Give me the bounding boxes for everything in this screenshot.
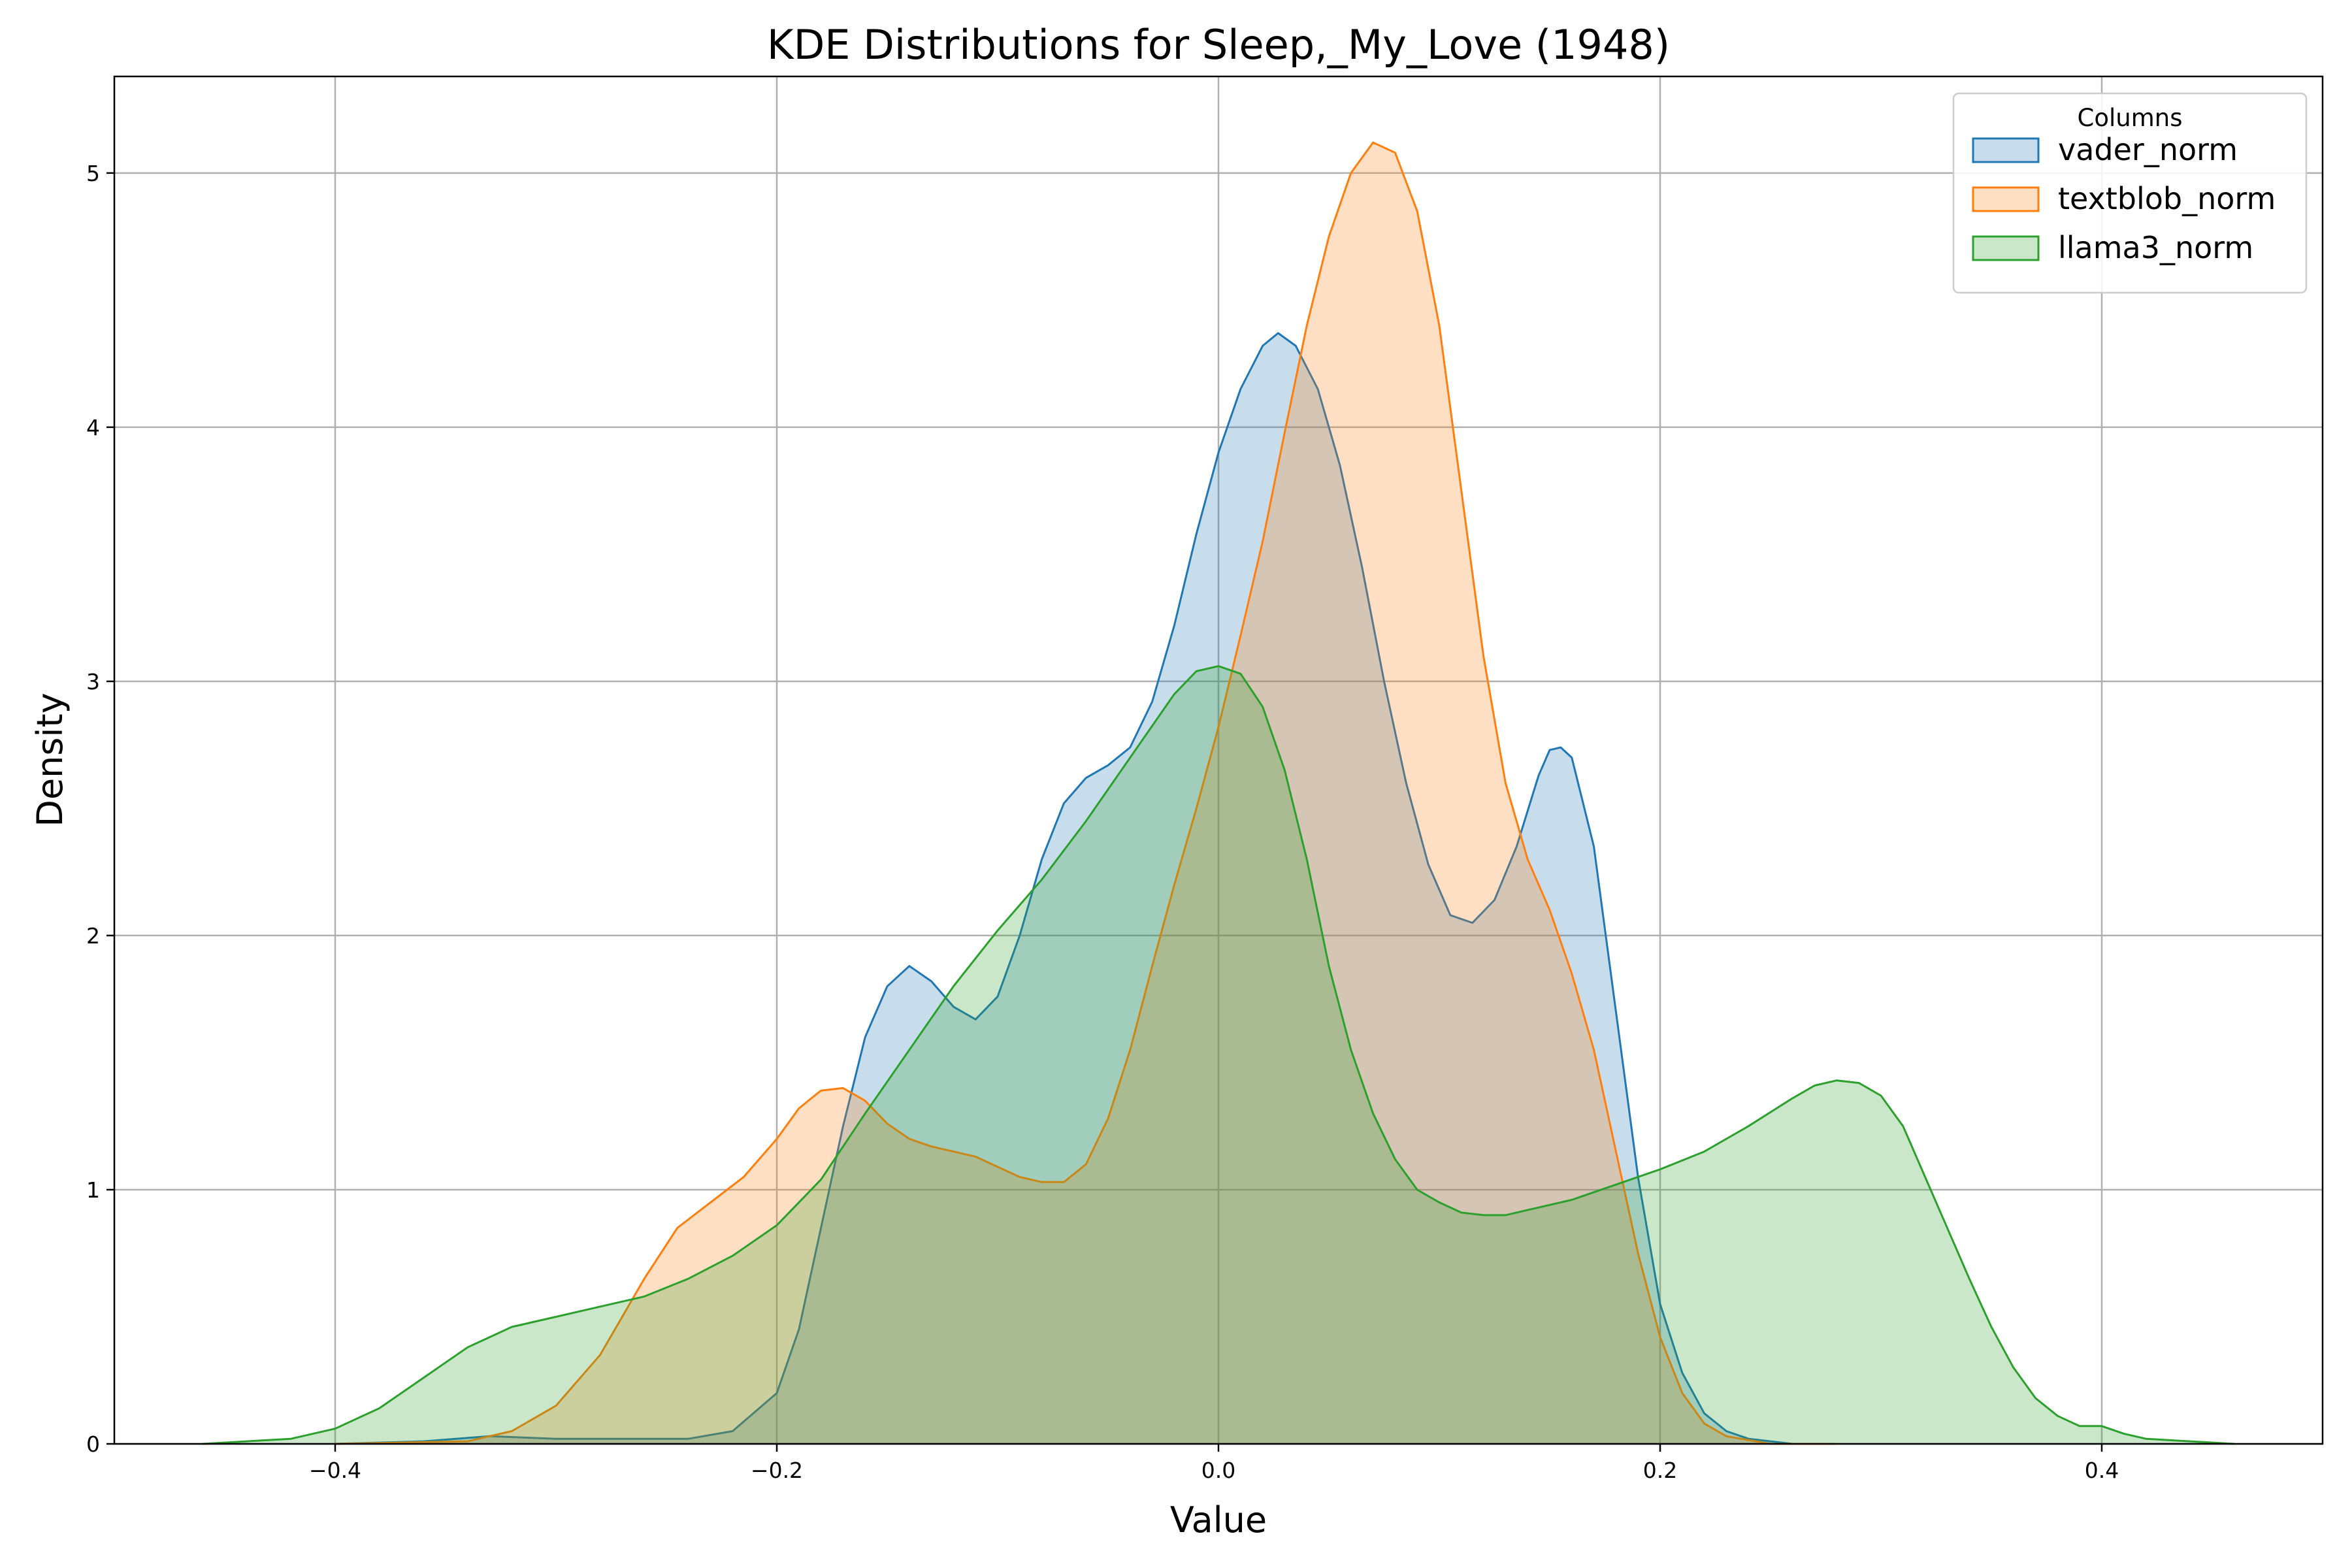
x-tick-label: 0.2: [1643, 1458, 1677, 1483]
legend-swatch-vader-norm: [1972, 137, 2040, 163]
x-axis-label: Value: [1170, 1499, 1267, 1541]
axis-ticks: −0.4 −0.2 0.0 0.2 0.4 0 1 2 3 4 5: [86, 161, 2119, 1483]
legend: Columns vader_norm textblob_norm llama3_no…: [1952, 92, 2308, 294]
x-tick-label: 0.0: [1201, 1458, 1235, 1483]
textblob-norm-area: [335, 142, 1837, 1445]
y-tick-label: 2: [86, 923, 100, 949]
y-tick-label: 4: [86, 415, 100, 440]
textblob-norm-line: [335, 141, 1837, 1445]
y-axis-label: Density: [29, 693, 71, 826]
legend-box: [1952, 92, 2308, 294]
chart-title: KDE Distributions for Sleep,_My_Love (19…: [767, 21, 1670, 69]
legend-label-textblob-norm: textblob_norm: [2058, 181, 2276, 216]
legend-items: vader_norm textblob_norm llama3_norm: [1972, 132, 2276, 265]
x-tick-label: 0.4: [2085, 1458, 2119, 1483]
y-tick-label: 5: [86, 161, 100, 186]
legend-label-vader-norm: vader_norm: [2058, 132, 2238, 167]
llama3-norm-area: [203, 666, 2234, 1444]
vader-norm-line: [335, 332, 1837, 1445]
x-tick-label: −0.2: [751, 1458, 803, 1483]
legend-swatch-textblob-norm: [1972, 186, 2040, 212]
x-tick-label: −0.4: [309, 1458, 361, 1483]
y-tick-label: 3: [86, 669, 100, 694]
legend-swatch-llama3-norm: [1972, 235, 2040, 261]
legend-title: Columns: [2078, 104, 2183, 132]
y-tick-label: 0: [86, 1431, 100, 1457]
vader-norm-area: [335, 333, 1837, 1444]
llama3-norm-line: [203, 665, 2234, 1445]
legend-label-llama3-norm: llama3_norm: [2058, 230, 2253, 265]
y-tick-label: 1: [86, 1177, 100, 1203]
series-areas: [203, 141, 2234, 1445]
